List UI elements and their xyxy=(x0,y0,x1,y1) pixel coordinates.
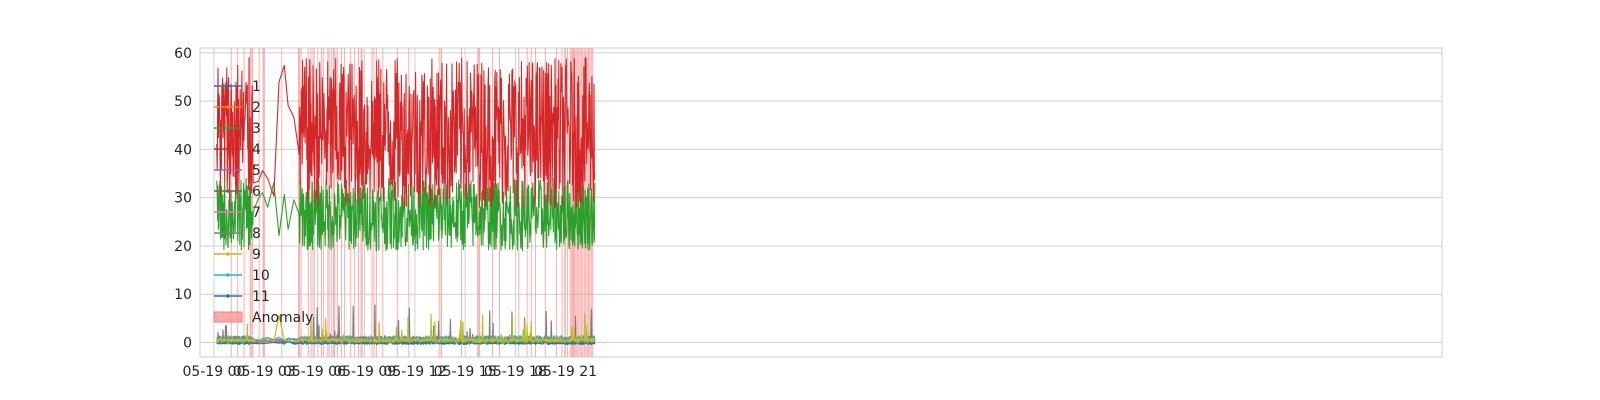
x-tick-label: 05-19 15 xyxy=(434,364,497,380)
y-tick-label: 20 xyxy=(174,239,192,255)
legend-label-5: 5 xyxy=(252,163,261,179)
legend-marker-1 xyxy=(226,84,230,88)
legend-marker-7 xyxy=(226,210,230,214)
legend-marker-2 xyxy=(226,105,230,109)
x-tick-label: 05-19 03 xyxy=(233,364,296,380)
legend-marker-4 xyxy=(226,147,230,151)
series-line-9 xyxy=(216,313,596,344)
legend-label-11: 11 xyxy=(252,289,270,305)
legend-label-anomaly: Anomaly xyxy=(252,310,313,326)
legend-anomaly-swatch xyxy=(213,311,243,323)
series-line-3 xyxy=(216,177,596,252)
legend-label-4: 4 xyxy=(252,142,261,158)
x-tick-label: 05-19 18 xyxy=(484,364,547,380)
legend-label-3: 3 xyxy=(252,121,261,137)
y-tick-label: 10 xyxy=(174,287,192,303)
x-tick-label: 05-19 21 xyxy=(534,364,597,380)
y-axis-ticks: 0 10 20 30 40 50 60 xyxy=(174,46,192,352)
y-tick-label: 0 xyxy=(183,336,192,352)
x-tick-label: 05-19 00 xyxy=(182,364,245,380)
legend-label-6: 6 xyxy=(252,184,261,200)
y-tick-label: 30 xyxy=(174,191,192,207)
legend-marker-10 xyxy=(226,273,230,277)
y-tick-label: 50 xyxy=(174,94,192,110)
legend-marker-6 xyxy=(226,189,230,193)
plot-background xyxy=(199,47,1443,358)
legend-marker-8 xyxy=(226,231,230,235)
x-tick-label: 05-19 12 xyxy=(383,364,446,380)
legend: 1 2 3 4 5 6 7 8 9 10 11 Anomaly xyxy=(213,79,313,326)
legend-marker-9 xyxy=(226,252,230,256)
legend-label-1: 1 xyxy=(252,79,261,95)
legend-label-10: 10 xyxy=(252,268,270,284)
legend-label-9: 9 xyxy=(252,247,261,263)
legend-label-2: 2 xyxy=(252,100,261,116)
legend-marker-3 xyxy=(226,126,230,130)
y-tick-label: 60 xyxy=(174,46,192,62)
y-tick-label: 40 xyxy=(174,142,192,158)
data-series xyxy=(216,57,596,345)
legend-marker-11 xyxy=(226,294,230,298)
legend-label-8: 8 xyxy=(252,226,261,242)
series-line-4 xyxy=(216,57,596,208)
legend-label-7: 7 xyxy=(252,205,261,221)
x-tick-label: 05-19 09 xyxy=(333,364,396,380)
legend-marker-5 xyxy=(226,168,230,172)
x-tick-label: 05-19 06 xyxy=(283,364,346,380)
